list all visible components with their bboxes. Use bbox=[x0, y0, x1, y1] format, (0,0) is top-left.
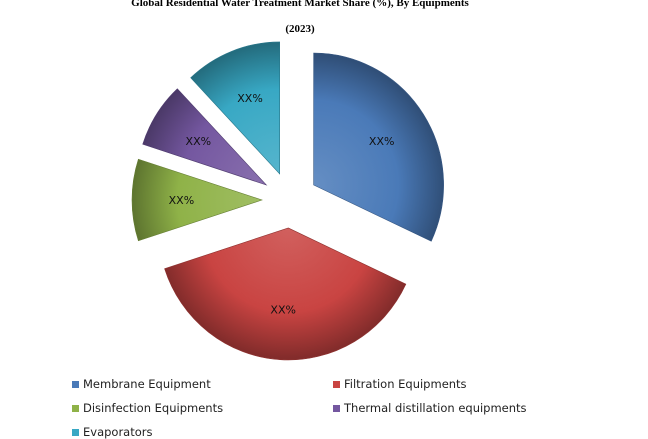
slice-evaporators bbox=[190, 41, 280, 175]
slice-disinfection-equipments bbox=[131, 158, 263, 242]
slice-filtration-equipments bbox=[164, 227, 407, 361]
data-label-filtration-equipments: XX% bbox=[270, 304, 296, 317]
slice-membrane-equipment bbox=[313, 52, 444, 242]
data-label-disinfection-equipments: XX% bbox=[169, 194, 195, 207]
data-label-thermal-distillation-equipments: XX% bbox=[186, 135, 212, 148]
data-label-membrane-equipment: XX% bbox=[369, 135, 395, 148]
chart-title: Global Residential Water Treatment Marke… bbox=[131, 0, 469, 9]
slice-thermal-distillation-equipments bbox=[142, 88, 268, 186]
data-label-evaporators: XX% bbox=[237, 92, 263, 105]
chart-subtitle: (2023) bbox=[285, 23, 315, 35]
